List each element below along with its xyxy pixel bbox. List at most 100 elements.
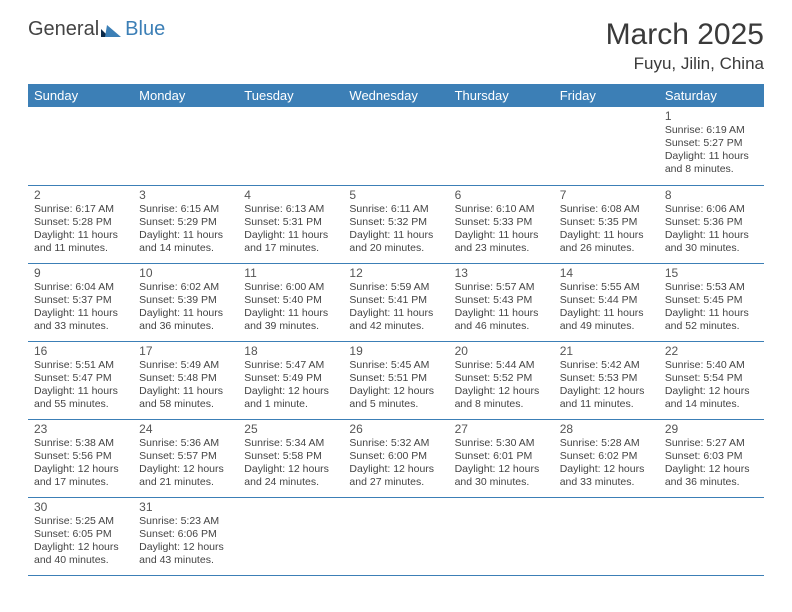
calendar-cell bbox=[659, 497, 764, 575]
calendar-cell bbox=[449, 107, 554, 185]
sunset-text: Sunset: 5:47 PM bbox=[34, 372, 127, 385]
daylight-text: Daylight: 11 hours and 46 minutes. bbox=[455, 307, 548, 333]
sunrise-text: Sunrise: 6:17 AM bbox=[34, 203, 127, 216]
calendar-week: 9Sunrise: 6:04 AMSunset: 5:37 PMDaylight… bbox=[28, 263, 764, 341]
day-header: Sunday bbox=[28, 84, 133, 107]
daylight-text: Daylight: 12 hours and 30 minutes. bbox=[455, 463, 548, 489]
sunrise-text: Sunrise: 6:08 AM bbox=[560, 203, 653, 216]
calendar-cell bbox=[238, 107, 343, 185]
calendar-table: Sunday Monday Tuesday Wednesday Thursday… bbox=[28, 84, 764, 576]
sunset-text: Sunset: 6:03 PM bbox=[665, 450, 758, 463]
calendar-week: 1Sunrise: 6:19 AMSunset: 5:27 PMDaylight… bbox=[28, 107, 764, 185]
daylight-text: Daylight: 12 hours and 24 minutes. bbox=[244, 463, 337, 489]
calendar-cell bbox=[554, 497, 659, 575]
sunrise-text: Sunrise: 6:10 AM bbox=[455, 203, 548, 216]
daylight-text: Daylight: 12 hours and 11 minutes. bbox=[560, 385, 653, 411]
cell-body: Sunrise: 5:40 AMSunset: 5:54 PMDaylight:… bbox=[665, 359, 758, 412]
sunset-text: Sunset: 5:49 PM bbox=[244, 372, 337, 385]
sunset-text: Sunset: 5:35 PM bbox=[560, 216, 653, 229]
sunrise-text: Sunrise: 6:00 AM bbox=[244, 281, 337, 294]
daylight-text: Daylight: 12 hours and 14 minutes. bbox=[665, 385, 758, 411]
day-number: 4 bbox=[244, 188, 337, 202]
calendar-cell: 5Sunrise: 6:11 AMSunset: 5:32 PMDaylight… bbox=[343, 185, 448, 263]
calendar-cell: 13Sunrise: 5:57 AMSunset: 5:43 PMDayligh… bbox=[449, 263, 554, 341]
cell-body: Sunrise: 5:59 AMSunset: 5:41 PMDaylight:… bbox=[349, 281, 442, 334]
daylight-text: Daylight: 11 hours and 39 minutes. bbox=[244, 307, 337, 333]
sunset-text: Sunset: 5:33 PM bbox=[455, 216, 548, 229]
day-number: 3 bbox=[139, 188, 232, 202]
daylight-text: Daylight: 11 hours and 58 minutes. bbox=[139, 385, 232, 411]
day-number: 26 bbox=[349, 422, 442, 436]
sunset-text: Sunset: 5:37 PM bbox=[34, 294, 127, 307]
daylight-text: Daylight: 11 hours and 33 minutes. bbox=[34, 307, 127, 333]
sunset-text: Sunset: 6:00 PM bbox=[349, 450, 442, 463]
daylight-text: Daylight: 11 hours and 8 minutes. bbox=[665, 150, 758, 176]
sunrise-text: Sunrise: 6:15 AM bbox=[139, 203, 232, 216]
sunrise-text: Sunrise: 5:27 AM bbox=[665, 437, 758, 450]
sunset-text: Sunset: 5:58 PM bbox=[244, 450, 337, 463]
sunrise-text: Sunrise: 6:06 AM bbox=[665, 203, 758, 216]
sunrise-text: Sunrise: 5:44 AM bbox=[455, 359, 548, 372]
sunset-text: Sunset: 5:39 PM bbox=[139, 294, 232, 307]
sunrise-text: Sunrise: 6:13 AM bbox=[244, 203, 337, 216]
calendar-cell: 9Sunrise: 6:04 AMSunset: 5:37 PMDaylight… bbox=[28, 263, 133, 341]
daylight-text: Daylight: 12 hours and 40 minutes. bbox=[34, 541, 127, 567]
cell-body: Sunrise: 6:13 AMSunset: 5:31 PMDaylight:… bbox=[244, 203, 337, 256]
calendar-week: 16Sunrise: 5:51 AMSunset: 5:47 PMDayligh… bbox=[28, 341, 764, 419]
sunset-text: Sunset: 5:41 PM bbox=[349, 294, 442, 307]
daylight-text: Daylight: 12 hours and 27 minutes. bbox=[349, 463, 442, 489]
day-header: Saturday bbox=[659, 84, 764, 107]
day-header: Friday bbox=[554, 84, 659, 107]
cell-body: Sunrise: 5:55 AMSunset: 5:44 PMDaylight:… bbox=[560, 281, 653, 334]
sunrise-text: Sunrise: 5:38 AM bbox=[34, 437, 127, 450]
cell-body: Sunrise: 5:30 AMSunset: 6:01 PMDaylight:… bbox=[455, 437, 548, 490]
cell-body: Sunrise: 6:06 AMSunset: 5:36 PMDaylight:… bbox=[665, 203, 758, 256]
sunset-text: Sunset: 5:54 PM bbox=[665, 372, 758, 385]
cell-body: Sunrise: 5:53 AMSunset: 5:45 PMDaylight:… bbox=[665, 281, 758, 334]
cell-body: Sunrise: 5:36 AMSunset: 5:57 PMDaylight:… bbox=[139, 437, 232, 490]
daylight-text: Daylight: 12 hours and 1 minute. bbox=[244, 385, 337, 411]
sunrise-text: Sunrise: 5:55 AM bbox=[560, 281, 653, 294]
daylight-text: Daylight: 12 hours and 43 minutes. bbox=[139, 541, 232, 567]
calendar-cell: 11Sunrise: 6:00 AMSunset: 5:40 PMDayligh… bbox=[238, 263, 343, 341]
sunset-text: Sunset: 6:01 PM bbox=[455, 450, 548, 463]
day-number: 2 bbox=[34, 188, 127, 202]
cell-body: Sunrise: 5:34 AMSunset: 5:58 PMDaylight:… bbox=[244, 437, 337, 490]
sunrise-text: Sunrise: 6:19 AM bbox=[665, 124, 758, 137]
sunrise-text: Sunrise: 5:45 AM bbox=[349, 359, 442, 372]
sunset-text: Sunset: 5:56 PM bbox=[34, 450, 127, 463]
cell-body: Sunrise: 5:28 AMSunset: 6:02 PMDaylight:… bbox=[560, 437, 653, 490]
sunrise-text: Sunrise: 5:59 AM bbox=[349, 281, 442, 294]
daylight-text: Daylight: 12 hours and 17 minutes. bbox=[34, 463, 127, 489]
cell-body: Sunrise: 6:02 AMSunset: 5:39 PMDaylight:… bbox=[139, 281, 232, 334]
daylight-text: Daylight: 12 hours and 21 minutes. bbox=[139, 463, 232, 489]
day-number: 21 bbox=[560, 344, 653, 358]
calendar-cell: 20Sunrise: 5:44 AMSunset: 5:52 PMDayligh… bbox=[449, 341, 554, 419]
daylight-text: Daylight: 12 hours and 33 minutes. bbox=[560, 463, 653, 489]
cell-body: Sunrise: 6:08 AMSunset: 5:35 PMDaylight:… bbox=[560, 203, 653, 256]
sunset-text: Sunset: 5:28 PM bbox=[34, 216, 127, 229]
calendar-cell: 3Sunrise: 6:15 AMSunset: 5:29 PMDaylight… bbox=[133, 185, 238, 263]
sunrise-text: Sunrise: 5:49 AM bbox=[139, 359, 232, 372]
calendar-cell: 1Sunrise: 6:19 AMSunset: 5:27 PMDaylight… bbox=[659, 107, 764, 185]
day-number: 29 bbox=[665, 422, 758, 436]
calendar-cell: 30Sunrise: 5:25 AMSunset: 6:05 PMDayligh… bbox=[28, 497, 133, 575]
calendar-cell: 15Sunrise: 5:53 AMSunset: 5:45 PMDayligh… bbox=[659, 263, 764, 341]
day-number: 30 bbox=[34, 500, 127, 514]
flag-icon bbox=[101, 22, 123, 38]
day-number: 6 bbox=[455, 188, 548, 202]
cell-body: Sunrise: 5:27 AMSunset: 6:03 PMDaylight:… bbox=[665, 437, 758, 490]
calendar-cell: 31Sunrise: 5:23 AMSunset: 6:06 PMDayligh… bbox=[133, 497, 238, 575]
logo-text-right: Blue bbox=[125, 18, 165, 41]
day-number: 8 bbox=[665, 188, 758, 202]
sunrise-text: Sunrise: 5:53 AM bbox=[665, 281, 758, 294]
day-number: 12 bbox=[349, 266, 442, 280]
calendar-cell: 27Sunrise: 5:30 AMSunset: 6:01 PMDayligh… bbox=[449, 419, 554, 497]
cell-body: Sunrise: 5:49 AMSunset: 5:48 PMDaylight:… bbox=[139, 359, 232, 412]
day-number: 24 bbox=[139, 422, 232, 436]
calendar-cell: 25Sunrise: 5:34 AMSunset: 5:58 PMDayligh… bbox=[238, 419, 343, 497]
cell-body: Sunrise: 6:00 AMSunset: 5:40 PMDaylight:… bbox=[244, 281, 337, 334]
day-number: 20 bbox=[455, 344, 548, 358]
daylight-text: Daylight: 11 hours and 36 minutes. bbox=[139, 307, 232, 333]
sunset-text: Sunset: 5:27 PM bbox=[665, 137, 758, 150]
